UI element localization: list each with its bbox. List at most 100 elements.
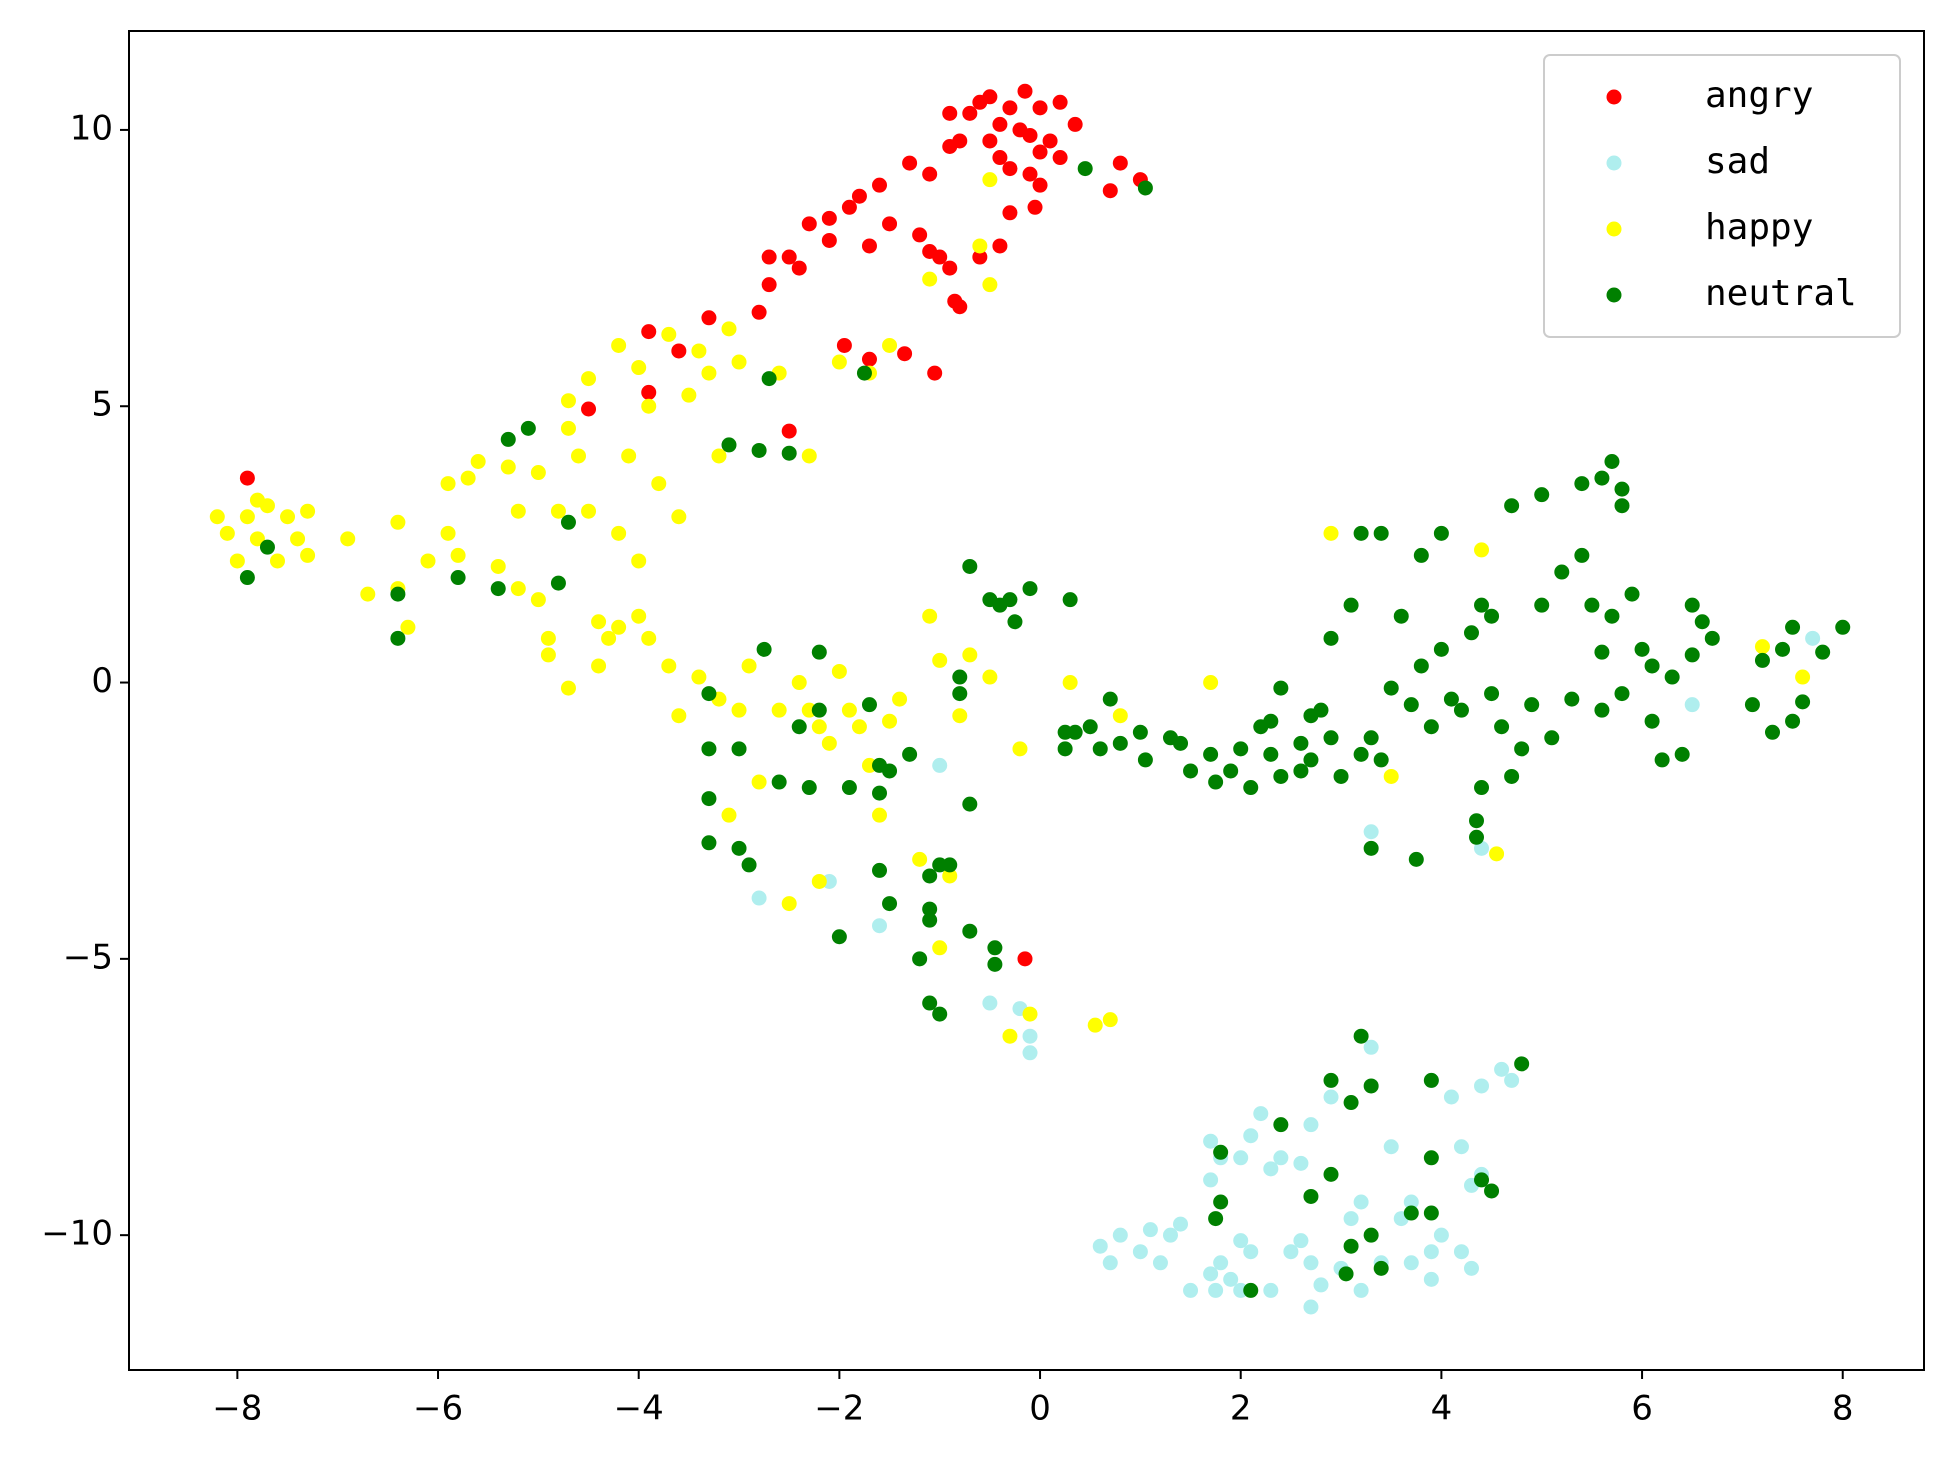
scatter-point bbox=[751, 774, 767, 790]
scatter-point bbox=[1704, 630, 1720, 646]
scatter-point bbox=[1594, 702, 1610, 718]
scatter-point bbox=[1002, 100, 1018, 116]
scatter-point bbox=[1082, 719, 1098, 735]
scatter-point bbox=[912, 851, 928, 867]
scatter-point bbox=[280, 509, 296, 525]
scatter-point bbox=[219, 525, 235, 541]
scatter-point bbox=[1594, 644, 1610, 660]
scatter-point bbox=[1433, 641, 1449, 657]
scatter-point bbox=[801, 780, 817, 796]
scatter-point bbox=[1835, 619, 1851, 635]
scatter-point bbox=[701, 791, 717, 807]
x-tick-label: −6 bbox=[413, 1389, 463, 1429]
scatter-point bbox=[821, 232, 837, 248]
scatter-point bbox=[360, 586, 376, 602]
scatter-point bbox=[229, 553, 245, 569]
scatter-point bbox=[440, 525, 456, 541]
scatter-point bbox=[1544, 730, 1560, 746]
scatter-point bbox=[1112, 708, 1128, 724]
scatter-point bbox=[942, 260, 958, 276]
x-tick-label: −8 bbox=[212, 1389, 262, 1429]
scatter-point bbox=[721, 807, 737, 823]
scatter-point bbox=[691, 669, 707, 685]
scatter-point bbox=[1373, 525, 1389, 541]
scatter-point bbox=[440, 476, 456, 492]
scatter-point bbox=[952, 669, 968, 685]
scatter-point bbox=[1463, 625, 1479, 641]
scatter-point bbox=[1263, 746, 1279, 762]
scatter-point bbox=[1343, 597, 1359, 613]
x-tick-label: 0 bbox=[1029, 1389, 1051, 1429]
scatter-point bbox=[641, 324, 657, 340]
scatter-point bbox=[912, 951, 928, 967]
scatter-point bbox=[581, 371, 597, 387]
scatter-point bbox=[1253, 1106, 1269, 1122]
scatter-point bbox=[1363, 840, 1379, 856]
scatter-point bbox=[1504, 1072, 1520, 1088]
scatter-point bbox=[1062, 675, 1078, 691]
scatter-point bbox=[751, 442, 767, 458]
scatter-point bbox=[1303, 1255, 1319, 1271]
scatter-point bbox=[761, 249, 777, 265]
scatter-point bbox=[1775, 641, 1791, 657]
scatter-point bbox=[751, 890, 767, 906]
scatter-point bbox=[992, 238, 1008, 254]
scatter-point bbox=[470, 453, 486, 469]
scatter-point bbox=[902, 746, 918, 762]
scatter-point bbox=[550, 503, 566, 519]
scatter-point bbox=[1263, 713, 1279, 729]
scatter-point bbox=[1634, 641, 1650, 657]
scatter-point bbox=[892, 691, 908, 707]
scatter-point bbox=[1403, 1205, 1419, 1221]
scatter-point bbox=[1574, 476, 1590, 492]
scatter-point bbox=[239, 570, 255, 586]
scatter-point bbox=[1323, 730, 1339, 746]
scatter-point bbox=[882, 216, 898, 232]
scatter-point bbox=[1474, 1172, 1490, 1188]
scatter-point bbox=[1162, 1227, 1178, 1243]
scatter-point bbox=[1032, 177, 1048, 193]
scatter-point bbox=[841, 780, 857, 796]
scatter-point bbox=[1012, 741, 1028, 757]
scatter-point bbox=[962, 923, 978, 939]
scatter-point bbox=[1027, 199, 1043, 215]
scatter-point bbox=[1423, 1072, 1439, 1088]
scatter-point bbox=[1208, 1211, 1224, 1227]
legend-marker bbox=[1606, 89, 1622, 105]
scatter-point bbox=[932, 940, 948, 956]
scatter-point bbox=[671, 509, 687, 525]
scatter-point bbox=[1469, 829, 1485, 845]
scatter-point bbox=[1293, 1155, 1309, 1171]
scatter-point bbox=[882, 763, 898, 779]
scatter-point bbox=[1514, 741, 1530, 757]
scatter-point bbox=[1208, 1282, 1224, 1298]
scatter-point bbox=[1474, 780, 1490, 796]
scatter-point bbox=[1484, 686, 1500, 702]
y-tick-label: 10 bbox=[70, 108, 113, 148]
scatter-point bbox=[1102, 1012, 1118, 1028]
scatter-point bbox=[641, 384, 657, 400]
scatter-point bbox=[550, 575, 566, 591]
scatter-point bbox=[1303, 1117, 1319, 1133]
scatter-point bbox=[239, 470, 255, 486]
scatter-point bbox=[952, 686, 968, 702]
scatter-point bbox=[611, 619, 627, 635]
scatter-point bbox=[269, 553, 285, 569]
scatter-point bbox=[1323, 525, 1339, 541]
legend-label: sad bbox=[1705, 141, 1770, 182]
scatter-point bbox=[1785, 713, 1801, 729]
scatter-point bbox=[882, 896, 898, 912]
scatter-point bbox=[1564, 691, 1580, 707]
scatter-point bbox=[811, 719, 827, 735]
scatter-point bbox=[1343, 1211, 1359, 1227]
scatter-point bbox=[1684, 597, 1700, 613]
scatter-point bbox=[831, 929, 847, 945]
scatter-point bbox=[300, 547, 316, 563]
scatter-point bbox=[1795, 694, 1811, 710]
scatter-point bbox=[1152, 1255, 1168, 1271]
scatter-point bbox=[1017, 951, 1033, 967]
scatter-point bbox=[631, 553, 647, 569]
legend-marker bbox=[1606, 287, 1622, 303]
scatter-point bbox=[882, 337, 898, 353]
